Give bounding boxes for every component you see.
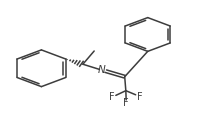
Text: F: F [109, 92, 115, 102]
Text: F: F [123, 98, 129, 108]
Text: N: N [98, 65, 106, 75]
Text: F: F [137, 91, 143, 102]
